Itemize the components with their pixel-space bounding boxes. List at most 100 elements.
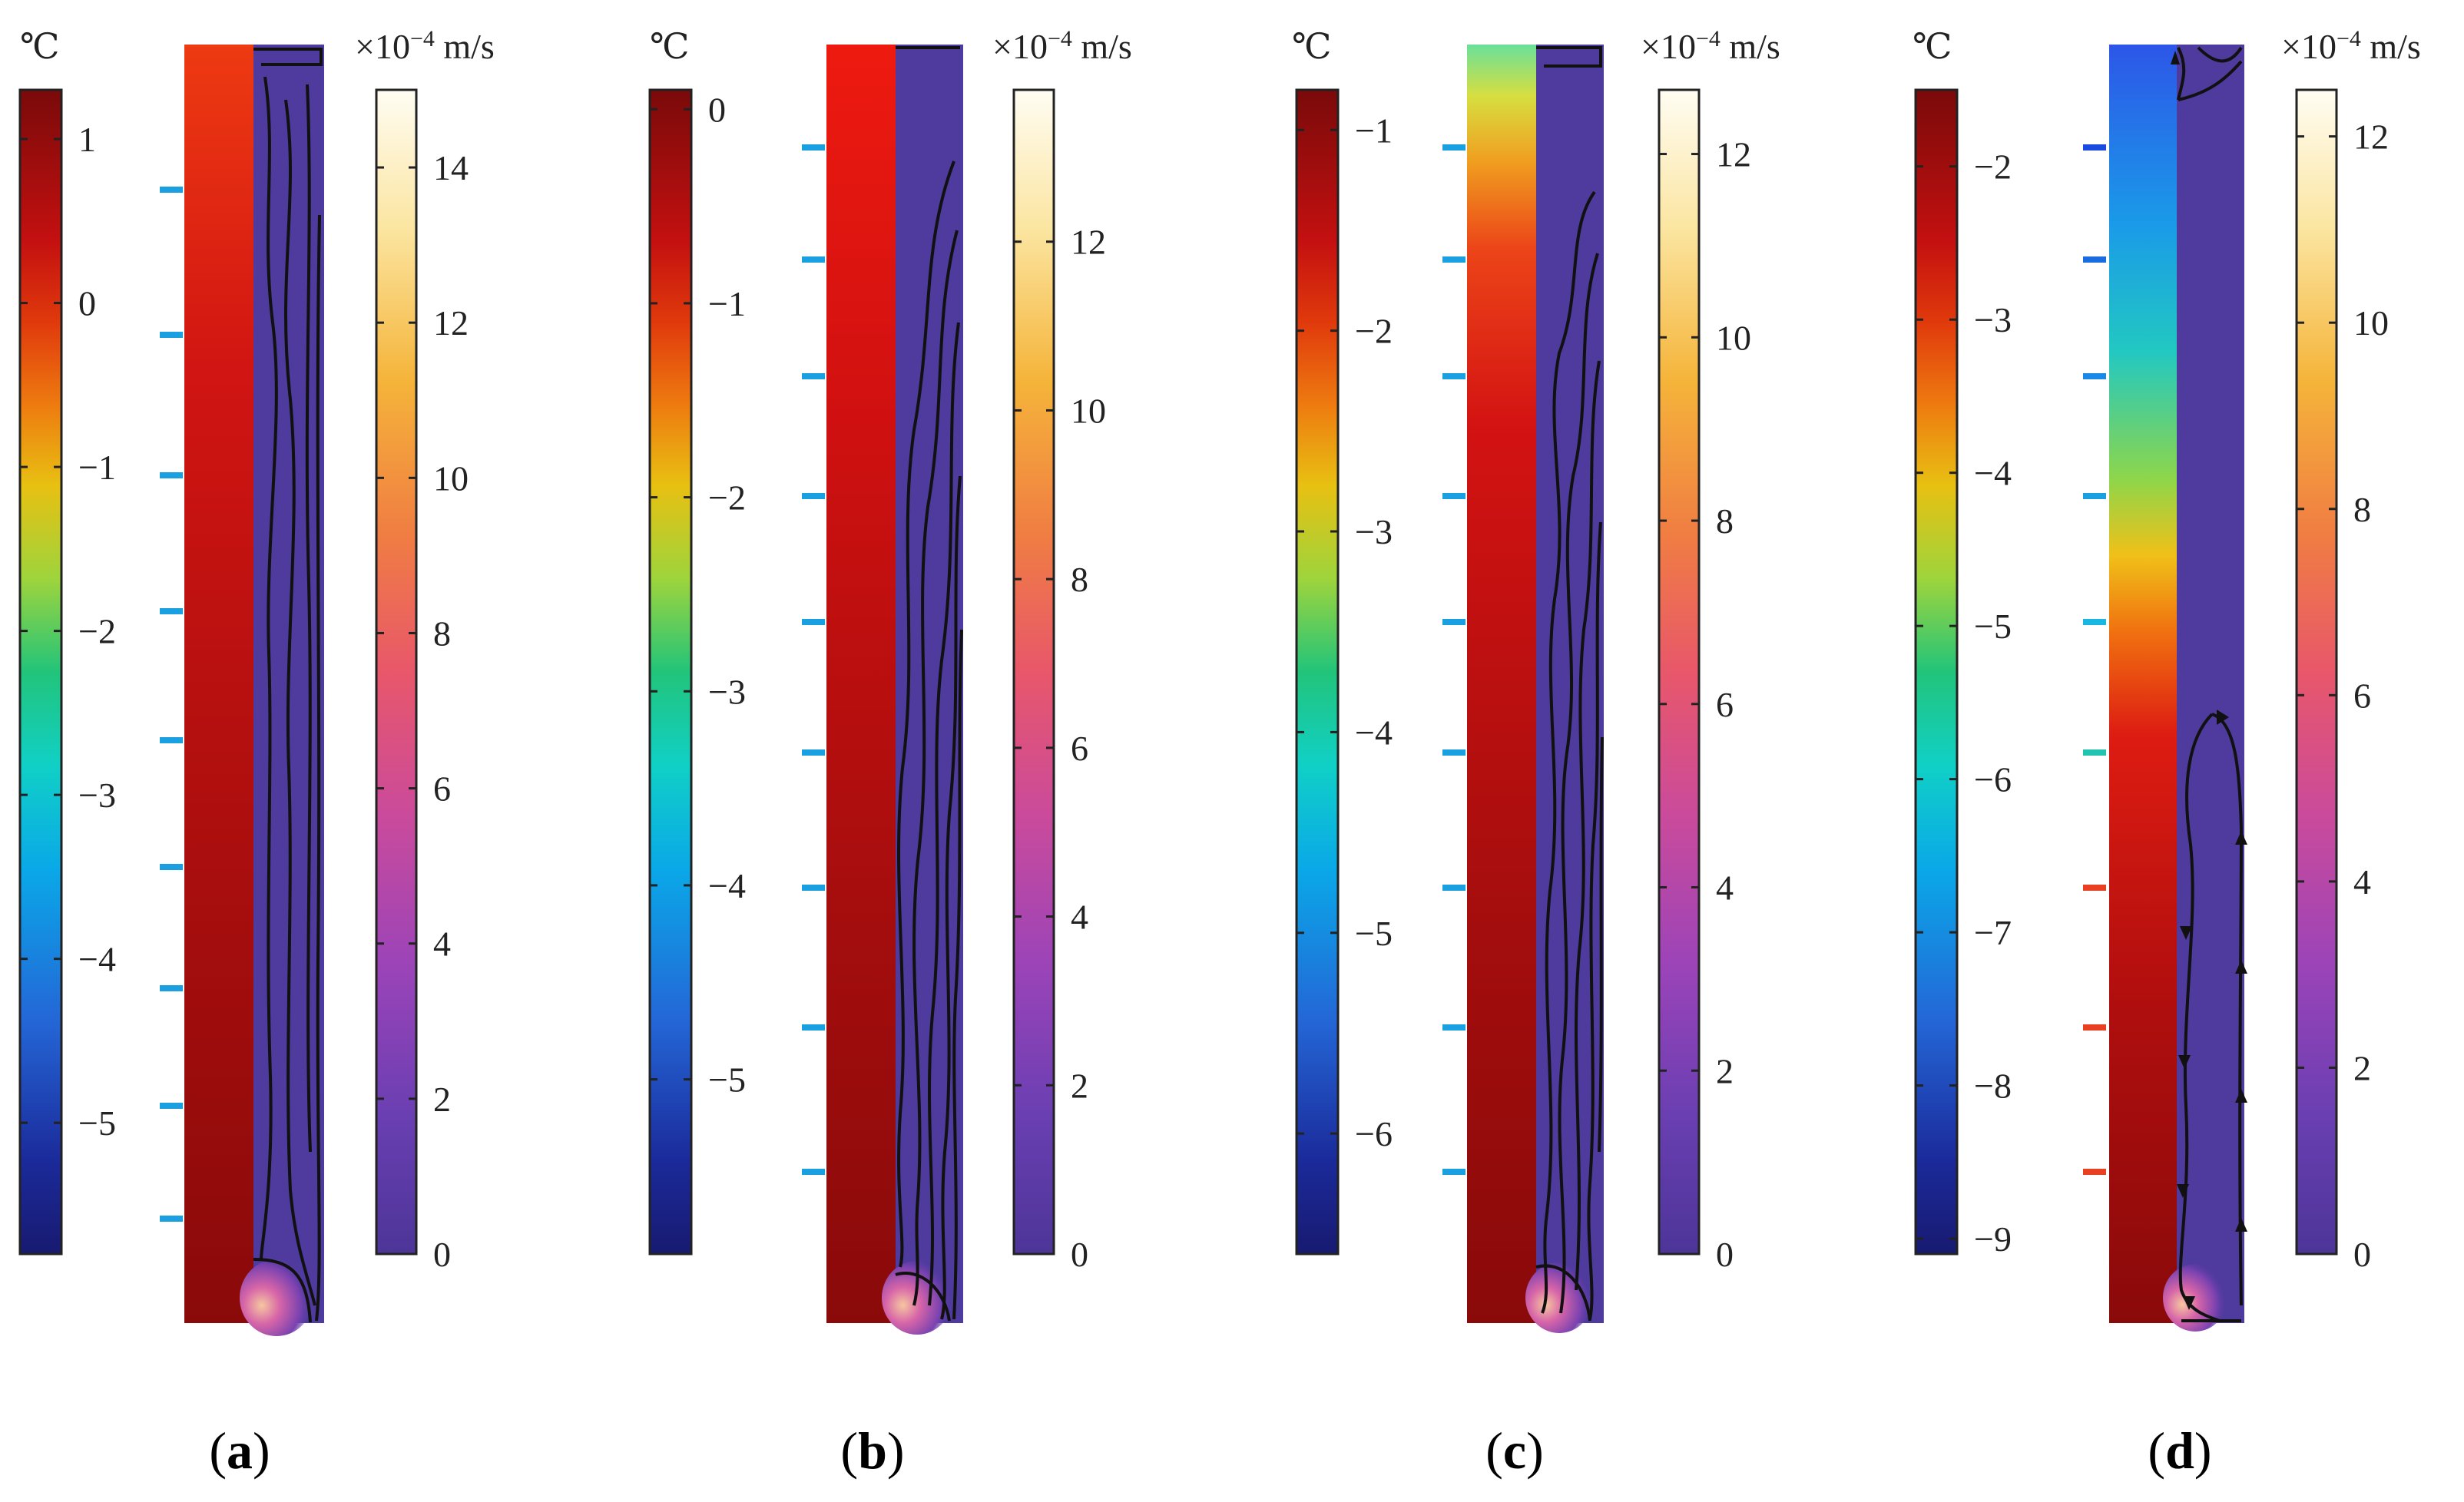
colorbar-tick-label: 6: [1071, 729, 1088, 768]
colorbar-tick-label: −4: [78, 940, 116, 979]
colorbar-tick-label: 2: [1071, 1066, 1088, 1105]
velocity-tick-group: 12 10 8 6 4 2 0: [1659, 135, 1751, 1274]
velocity-unit-prefix: ×10: [992, 27, 1048, 66]
wall-markers: [802, 144, 825, 1175]
colorbar-tick-label: 0: [708, 90, 726, 129]
colorbar-tick-label: −5: [708, 1060, 746, 1100]
velocity-tick-group: 12 10 8 6 4 2 0: [2297, 117, 2389, 1274]
velocity-unit-label: ×10−4 m/s: [1641, 26, 1780, 66]
colorbar-tick-label: 12: [2353, 117, 2389, 157]
hot-spot: [240, 1259, 313, 1336]
colorbar-tick-label: 4: [1716, 868, 1734, 908]
colorbar-tick-label: −2: [1355, 312, 1393, 351]
colorbar-tick-label: 2: [1716, 1051, 1734, 1090]
flow-field: [2177, 45, 2244, 1323]
colorbar-tick-label: −5: [1974, 607, 2012, 646]
colorbar-tick-label: 0: [2353, 1235, 2371, 1274]
colorbar-tick-label: 12: [1071, 223, 1106, 262]
colorbar-tick-label: −3: [1355, 512, 1393, 551]
colorbar-tick-label: −1: [708, 284, 746, 323]
velocity-tick-group: 14 12 10 8 6 4 2 0: [376, 148, 469, 1274]
temp-unit-label: ℃: [20, 27, 59, 66]
panel-caption-letter: d: [2165, 1421, 2194, 1480]
velocity-colorbar: [1012, 88, 1055, 1256]
panel-caption-letter: a: [227, 1421, 253, 1480]
temp-unit-label: ℃: [650, 27, 689, 66]
colorbar-tick-label: −4: [708, 866, 746, 905]
velocity-unit-exponent: −4: [1048, 26, 1072, 51]
colorbar-tick-label: −6: [1974, 760, 2012, 799]
colorbar-tick-label: 2: [433, 1080, 451, 1119]
colorbar-tick-label: −5: [78, 1103, 116, 1143]
temperature-tick-group: −1 −2 −3 −4 −5 −6: [1297, 111, 1393, 1153]
temperature-field: [184, 45, 255, 1323]
temperature-field: [1467, 45, 1538, 1323]
velocity-unit-exponent: −4: [1696, 26, 1720, 51]
panel-caption: (a): [209, 1421, 270, 1480]
panel-c: ℃ −1−2−3−4−5−6 ×10−4 m/s: [1292, 26, 1780, 1480]
panel-b: ℃ 0−1−2−3−4−5 ×10−4 m/s: [648, 26, 1132, 1480]
velocity-colorbar: [1658, 88, 1701, 1256]
velocity-unit-suffix: m/s: [1072, 27, 1132, 66]
panel-caption: (c): [1485, 1421, 1544, 1480]
panel-caption-letter: c: [1503, 1421, 1526, 1480]
velocity-unit-suffix: m/s: [2361, 27, 2421, 66]
colorbar-tick-label: −7: [1974, 913, 2012, 952]
temperature-colorbar: [648, 88, 693, 1256]
velocity-unit-suffix: m/s: [435, 27, 495, 66]
temperature-colorbar: [18, 88, 63, 1256]
temperature-colorbar: [1914, 88, 1959, 1256]
velocity-unit-exponent: −4: [2336, 26, 2361, 51]
velocity-unit-prefix: ×10: [355, 27, 410, 66]
velocity-unit-label: ×10−4 m/s: [355, 26, 495, 66]
colorbar-tick-label: 12: [433, 303, 469, 342]
colorbar-tick-label: 8: [1716, 501, 1734, 541]
colorbar-tick-label: −8: [1974, 1067, 2012, 1106]
colorbar-tick-label: 10: [1071, 391, 1106, 430]
velocity-colorbar: [2295, 88, 2338, 1256]
colorbar-tick-label: −4: [1974, 454, 2012, 493]
colorbar-tick-label: 2: [2353, 1048, 2371, 1087]
colorbar-tick-label: 6: [433, 769, 451, 809]
colorbar-tick-label: 6: [1716, 685, 1734, 724]
temperature-field: [826, 45, 897, 1323]
colorbar-tick-label: −1: [1355, 111, 1393, 150]
wall-markers: [2083, 144, 2106, 1175]
colorbar-tick-label: 6: [2353, 676, 2371, 715]
velocity-unit-suffix: m/s: [1720, 27, 1780, 66]
colorbar-tick-label: 4: [433, 925, 451, 964]
velocity-unit-prefix: ×10: [1641, 27, 1696, 66]
colorbar-tick-label: 4: [1071, 898, 1088, 937]
velocity-unit-exponent: −4: [410, 26, 435, 51]
panel-a: ℃ 10−1−2−3−4−5 ×10−4 m/s: [18, 26, 495, 1480]
colorbar-tick-label: −2: [78, 612, 116, 651]
panel-caption: (d): [2148, 1421, 2211, 1480]
colorbar-tick-label: −3: [1974, 300, 2012, 339]
colorbar-tick-label: −6: [1355, 1114, 1393, 1153]
temperature-tick-group: −2 −3 −4 −5 −6 −7 −8 −9: [1916, 147, 2012, 1259]
colorbar-tick-label: 14: [433, 148, 469, 187]
velocity-unit-label: ×10−4 m/s: [992, 26, 1132, 66]
colorbar-tick-label: 0: [1071, 1235, 1088, 1274]
temperature-tick-group: 1 0 −1 −2 −3 −4 −5: [20, 120, 116, 1143]
colorbar-tick-label: −3: [708, 672, 746, 711]
colorbar-tick-label: 8: [433, 614, 451, 653]
panel-caption: (b): [840, 1421, 904, 1480]
colorbar-tick-label: −3: [78, 776, 116, 815]
colorbar-tick-label: 8: [1071, 560, 1088, 599]
panel-caption-letter: b: [858, 1421, 887, 1480]
colorbar-tick-label: −2: [708, 478, 746, 518]
colorbar-tick-label: 10: [433, 458, 469, 498]
streamlines: [895, 46, 963, 1322]
colorbar-tick-label: 0: [78, 284, 96, 323]
colorbar-tick-label: 0: [1716, 1235, 1734, 1274]
temperature-colorbar: [1295, 88, 1340, 1256]
temperature-tick-group: 0 −1 −2 −3 −4 −5: [650, 90, 746, 1100]
temperature-field: [2109, 45, 2180, 1323]
temp-unit-label: ℃: [1292, 27, 1331, 66]
wall-markers: [160, 187, 183, 1222]
colorbar-tick-label: 10: [2353, 303, 2389, 342]
colorbar-tick-label: 8: [2353, 490, 2371, 529]
colorbar-tick-label: −4: [1355, 713, 1393, 752]
